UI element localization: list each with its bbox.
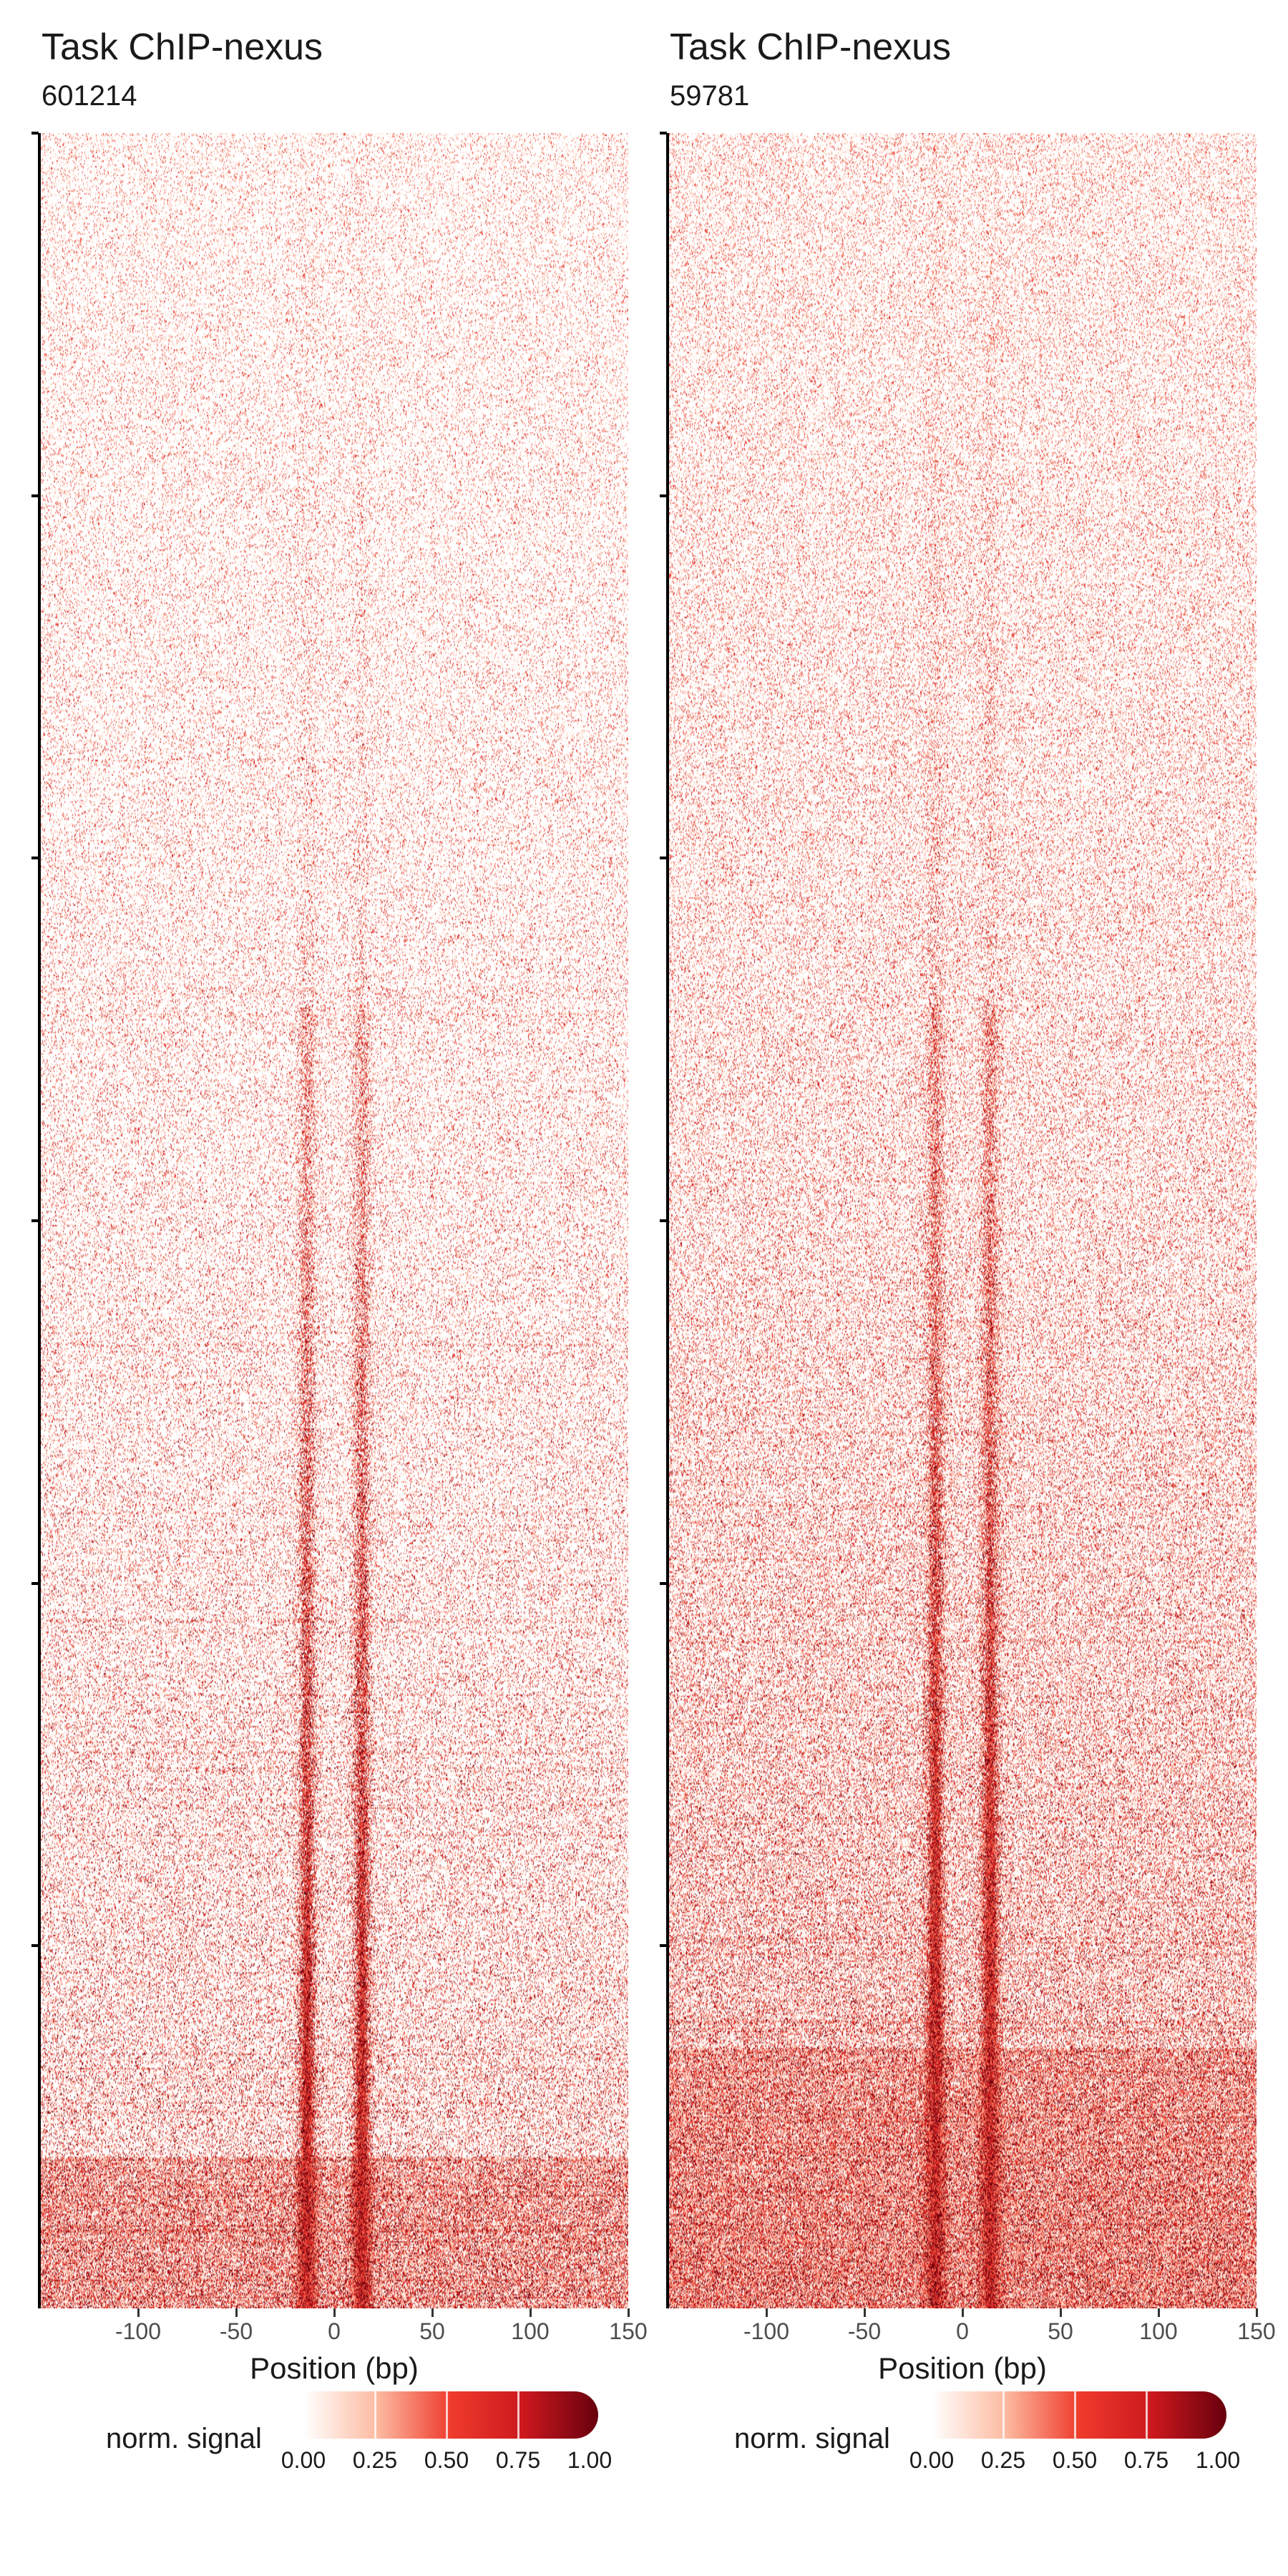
legend-tick-label: 1.00 [567, 2447, 613, 2473]
x-tick-label: -50 [219, 2318, 253, 2344]
legend-colorbar [932, 2391, 1226, 2439]
chart-title: Task ChIP-nexus [42, 26, 323, 68]
y-axis-line [38, 133, 41, 2308]
x-tick-label: -100 [114, 2318, 162, 2344]
chart-title: Task ChIP-nexus [670, 26, 952, 68]
x-tick-label: 0 [328, 2318, 341, 2344]
x-tick-label: 50 [1048, 2318, 1073, 2344]
y-axis-tick [660, 1944, 667, 1948]
x-axis-tick [529, 2308, 532, 2317]
chart-subtitle: 601214 [42, 80, 137, 112]
heatmap-canvas [668, 133, 1257, 2308]
y-axis-tick [31, 494, 39, 497]
x-axis-tick [627, 2308, 630, 2317]
legend-colorbar [303, 2391, 598, 2439]
x-axis-tick [1157, 2308, 1160, 2317]
legend-tick-mark [1073, 2391, 1076, 2439]
legend-tick-mark [1145, 2391, 1148, 2439]
x-axis-tick [863, 2308, 866, 2317]
y-axis-tick [660, 132, 667, 135]
x-axis-tick [235, 2308, 238, 2317]
x-tick-label: -50 [847, 2318, 882, 2344]
x-axis-tick [765, 2308, 768, 2317]
y-axis-tick [660, 1581, 667, 1585]
x-tick-label: 100 [1139, 2318, 1178, 2344]
x-axis-tick [1255, 2308, 1258, 2317]
y-axis-tick [31, 132, 39, 135]
legend-tick-label: 0.75 [1123, 2447, 1169, 2473]
x-axis-title: Position (bp) [250, 2351, 419, 2385]
y-axis-tick [660, 857, 667, 860]
legend-title: norm. signal [106, 2423, 262, 2454]
x-tick-label: 0 [956, 2318, 969, 2344]
x-axis-tick [333, 2308, 336, 2317]
legend-tick-mark [517, 2391, 519, 2439]
x-tick-label: -100 [743, 2318, 790, 2344]
y-axis-line [666, 133, 669, 2308]
legend-tick-label: 0.00 [280, 2447, 326, 2473]
legend-tick-label: 0.25 [980, 2447, 1026, 2473]
heatmap-panel-1: Task ChIP-nexus 601214 -100 -50 0 50 100 150 … [31, 0, 648, 2576]
legend-tick-label: 0.00 [909, 2447, 955, 2473]
x-tick-label: 150 [609, 2318, 648, 2344]
legend-tick-mark [445, 2391, 448, 2439]
y-axis-tick [31, 1219, 39, 1222]
y-axis-tick [31, 1944, 39, 1948]
legend-tick-label: 0.50 [424, 2447, 469, 2473]
y-axis-tick [660, 1219, 667, 1222]
legend-tick-label: 0.25 [352, 2447, 398, 2473]
legend-tick-label: 0.50 [1052, 2447, 1098, 2473]
x-tick-label: 50 [419, 2318, 445, 2344]
x-axis-tick [961, 2308, 964, 2317]
legend-title: norm. signal [734, 2423, 890, 2454]
y-axis-tick [660, 494, 667, 497]
x-axis-tick [431, 2308, 434, 2317]
x-tick-label: 150 [1237, 2318, 1276, 2344]
legend-tick-label: 1.00 [1195, 2447, 1241, 2473]
legend-tick-label: 0.75 [495, 2447, 541, 2473]
legend-tick-mark [374, 2391, 376, 2439]
legend-tick-mark [1002, 2391, 1005, 2439]
x-axis-title: Position (bp) [878, 2351, 1047, 2385]
y-axis-tick [31, 1581, 39, 1585]
y-axis-tick [31, 857, 39, 860]
heatmap-panel-2: Task ChIP-nexus 59781 -100 -50 0 50 100 150 P… [660, 0, 1276, 2576]
x-tick-label: 100 [511, 2318, 550, 2344]
x-axis-tick [1059, 2308, 1062, 2317]
heatmap-canvas [40, 133, 628, 2308]
x-axis-tick [137, 2308, 140, 2317]
chart-subtitle: 59781 [670, 80, 750, 112]
